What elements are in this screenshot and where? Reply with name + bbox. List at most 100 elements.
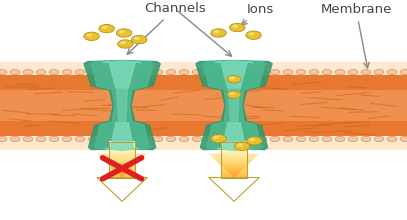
Bar xyxy=(109,172,135,174)
Bar xyxy=(0,62,407,150)
Circle shape xyxy=(213,136,219,139)
Bar xyxy=(109,150,135,153)
Polygon shape xyxy=(97,154,147,155)
Circle shape xyxy=(387,70,397,75)
Circle shape xyxy=(140,136,150,142)
Circle shape xyxy=(10,70,20,75)
Circle shape xyxy=(257,70,267,75)
Bar xyxy=(109,156,135,158)
Circle shape xyxy=(153,70,163,75)
Bar xyxy=(109,148,135,151)
Bar xyxy=(109,165,135,167)
Bar xyxy=(109,143,135,145)
Bar xyxy=(221,143,247,145)
Circle shape xyxy=(231,136,241,142)
Polygon shape xyxy=(110,167,134,168)
Polygon shape xyxy=(232,176,236,178)
Polygon shape xyxy=(221,165,247,167)
Circle shape xyxy=(270,70,280,75)
Circle shape xyxy=(75,136,85,142)
Bar xyxy=(221,156,247,158)
Text: Channels: Channels xyxy=(127,2,206,54)
Circle shape xyxy=(84,32,99,40)
Circle shape xyxy=(205,136,215,142)
Circle shape xyxy=(86,33,92,37)
Circle shape xyxy=(322,70,332,75)
Bar xyxy=(109,170,135,172)
Circle shape xyxy=(166,136,176,142)
Bar xyxy=(221,172,247,174)
Bar xyxy=(109,147,135,149)
Circle shape xyxy=(114,70,124,75)
Circle shape xyxy=(247,137,262,145)
Circle shape xyxy=(179,70,189,75)
Circle shape xyxy=(116,29,132,37)
Bar xyxy=(221,150,247,153)
Polygon shape xyxy=(115,171,129,173)
Polygon shape xyxy=(105,162,139,163)
Polygon shape xyxy=(217,162,251,163)
Bar xyxy=(221,145,247,147)
Circle shape xyxy=(257,136,267,142)
Bar xyxy=(221,170,247,172)
Bar xyxy=(221,158,247,160)
Bar xyxy=(221,147,247,149)
Circle shape xyxy=(400,70,407,75)
Bar xyxy=(109,166,135,169)
Bar xyxy=(109,163,135,165)
Circle shape xyxy=(0,136,7,142)
Bar xyxy=(109,175,135,178)
Polygon shape xyxy=(112,168,132,170)
Bar xyxy=(109,152,135,154)
Circle shape xyxy=(75,70,85,75)
Polygon shape xyxy=(227,171,241,173)
Circle shape xyxy=(374,70,384,75)
Bar xyxy=(221,174,247,176)
Bar xyxy=(221,163,247,165)
Circle shape xyxy=(88,70,98,75)
Bar xyxy=(109,168,135,171)
Circle shape xyxy=(23,136,33,142)
Polygon shape xyxy=(229,88,239,123)
Circle shape xyxy=(0,70,7,75)
Polygon shape xyxy=(212,157,256,159)
Bar xyxy=(109,174,135,176)
Polygon shape xyxy=(222,167,246,168)
Circle shape xyxy=(10,136,20,142)
Circle shape xyxy=(192,70,202,75)
Circle shape xyxy=(231,70,241,75)
Circle shape xyxy=(101,136,111,142)
Circle shape xyxy=(230,23,245,32)
Polygon shape xyxy=(119,174,125,176)
Polygon shape xyxy=(120,176,124,178)
Bar xyxy=(109,154,135,156)
Bar xyxy=(221,159,247,161)
Bar xyxy=(221,168,247,171)
Polygon shape xyxy=(214,159,254,160)
Polygon shape xyxy=(215,61,253,88)
Circle shape xyxy=(322,136,332,142)
Circle shape xyxy=(62,136,72,142)
Circle shape xyxy=(246,31,261,39)
Polygon shape xyxy=(117,173,127,174)
Bar xyxy=(109,158,135,160)
Circle shape xyxy=(166,70,176,75)
Circle shape xyxy=(296,136,306,142)
Circle shape xyxy=(99,24,114,33)
Circle shape xyxy=(192,136,202,142)
Circle shape xyxy=(205,70,215,75)
Circle shape xyxy=(153,136,163,142)
Circle shape xyxy=(23,70,33,75)
Bar xyxy=(221,141,247,144)
Polygon shape xyxy=(104,160,140,162)
Bar xyxy=(109,159,135,161)
Bar xyxy=(109,145,135,147)
Polygon shape xyxy=(98,155,146,157)
Circle shape xyxy=(309,70,319,75)
Circle shape xyxy=(230,77,235,79)
Circle shape xyxy=(348,136,358,142)
Text: Membrane: Membrane xyxy=(320,3,392,68)
Polygon shape xyxy=(91,61,153,149)
Circle shape xyxy=(211,134,226,143)
Polygon shape xyxy=(103,61,141,88)
